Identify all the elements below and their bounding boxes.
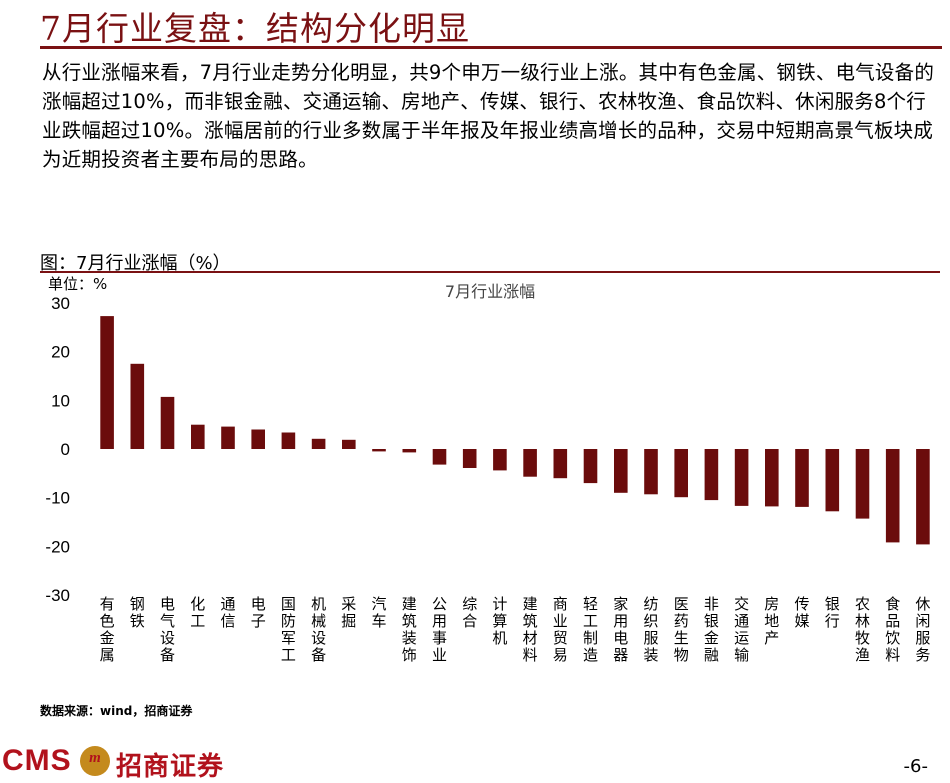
bar	[644, 449, 658, 495]
x-tick-label: 电子	[251, 595, 266, 630]
x-tick-label: 综合	[462, 595, 477, 630]
x-tick-label: 银行	[825, 595, 840, 630]
bar	[523, 449, 537, 477]
x-tick-label: 休闲服务	[915, 595, 930, 664]
bar	[251, 429, 265, 449]
data-source: 数据来源：wind，招商证券	[40, 704, 193, 718]
page-title: 7月行业复盘：结构分化明显	[40, 9, 470, 48]
bar	[191, 424, 205, 449]
bar	[311, 438, 326, 449]
figure-caption: 图：7月行业涨幅（%）	[40, 253, 231, 274]
x-tick-label: 传媒	[794, 595, 809, 630]
x-tick-label: 汽车	[371, 595, 386, 630]
x-tick-label: 农林牧渔	[855, 595, 870, 664]
bar	[130, 363, 145, 449]
brand-name: 招商证券	[116, 752, 225, 782]
x-tick-label: 计算机	[492, 595, 507, 647]
y-tick-label: 10	[51, 391, 70, 410]
x-tick-label: 采掘	[341, 595, 356, 630]
chart-panel: 7月行业涨幅 单位：% 30 20 10 0 -10 -20 -30 有色金属 钢铁 电气设备 化工 通信…	[38, 273, 942, 697]
unit-label: 单位：%	[48, 275, 107, 293]
bar	[493, 449, 507, 471]
company-logo: CMS m 招商证券	[0, 744, 260, 782]
bar	[372, 449, 386, 452]
x-tick-label: 家用电器	[613, 595, 628, 664]
y-tick-label: -30	[45, 586, 70, 605]
x-tick-label: 化工	[190, 595, 205, 630]
page-number: -6-	[903, 756, 928, 777]
bar	[825, 449, 840, 512]
x-tick-label: 有色金属	[100, 595, 115, 664]
bar-chart: 7月行业涨幅 单位：%30 20 10 0 -10 -20 -30 有色金属钢铁电气设备化工通信…	[45, 275, 930, 664]
bar	[765, 449, 779, 507]
bar	[342, 439, 356, 449]
bar	[160, 396, 175, 449]
x-tick-label: 建筑装饰	[402, 595, 417, 664]
bar	[583, 449, 598, 484]
x-tick-label: 轻工制造	[583, 595, 598, 664]
bar	[916, 449, 930, 545]
x-tick-label: 房地产	[764, 595, 779, 647]
figure-divider	[40, 271, 940, 273]
y-tick-label: 20	[51, 343, 70, 362]
bar	[674, 449, 688, 498]
x-tick-label: 公用事业	[432, 595, 447, 664]
y-tick-label: 30	[51, 294, 70, 313]
y-tick-label: -10	[45, 489, 70, 508]
logo-badge-icon: m	[80, 746, 110, 776]
x-tick-label: 电气设备	[160, 595, 175, 664]
x-tick-label: 商业贸易	[553, 595, 568, 664]
logo-latin-text: CMS	[2, 744, 72, 777]
title-divider	[40, 46, 942, 49]
y-tick-label: 0	[61, 440, 70, 459]
bar	[462, 449, 477, 468]
y-tick-label: -20	[45, 537, 70, 556]
bar	[402, 449, 417, 453]
bar	[734, 449, 749, 506]
chart-title: 7月行业涨幅	[445, 282, 535, 301]
x-tick-label: 钢铁	[130, 595, 145, 630]
x-tick-label: 医药生物	[674, 595, 689, 664]
x-tick-label: 机械设备	[311, 595, 326, 664]
x-tick-label: 建筑材料	[523, 595, 538, 664]
bar	[855, 449, 870, 519]
bar	[281, 432, 296, 449]
summary-paragraph: 从行业涨幅来看，7月行业走势分化明显，共9个申万一级行业上涨。其中有色金属、钢铁…	[42, 61, 935, 171]
bar	[795, 449, 809, 507]
bar	[100, 316, 114, 449]
x-tick-label: 纺织服装	[643, 595, 658, 664]
bar	[221, 426, 235, 449]
bar	[614, 449, 628, 493]
bar	[553, 449, 568, 479]
x-tick-label: 交通运输	[734, 595, 749, 664]
bar	[704, 449, 719, 501]
x-tick-label: 食品饮料	[885, 595, 900, 664]
x-tick-label: 国防军工	[281, 595, 296, 664]
x-tick-label: 通信	[220, 595, 235, 630]
bar	[885, 449, 900, 543]
bar	[432, 449, 447, 465]
x-tick-label: 非银金融	[704, 595, 719, 664]
